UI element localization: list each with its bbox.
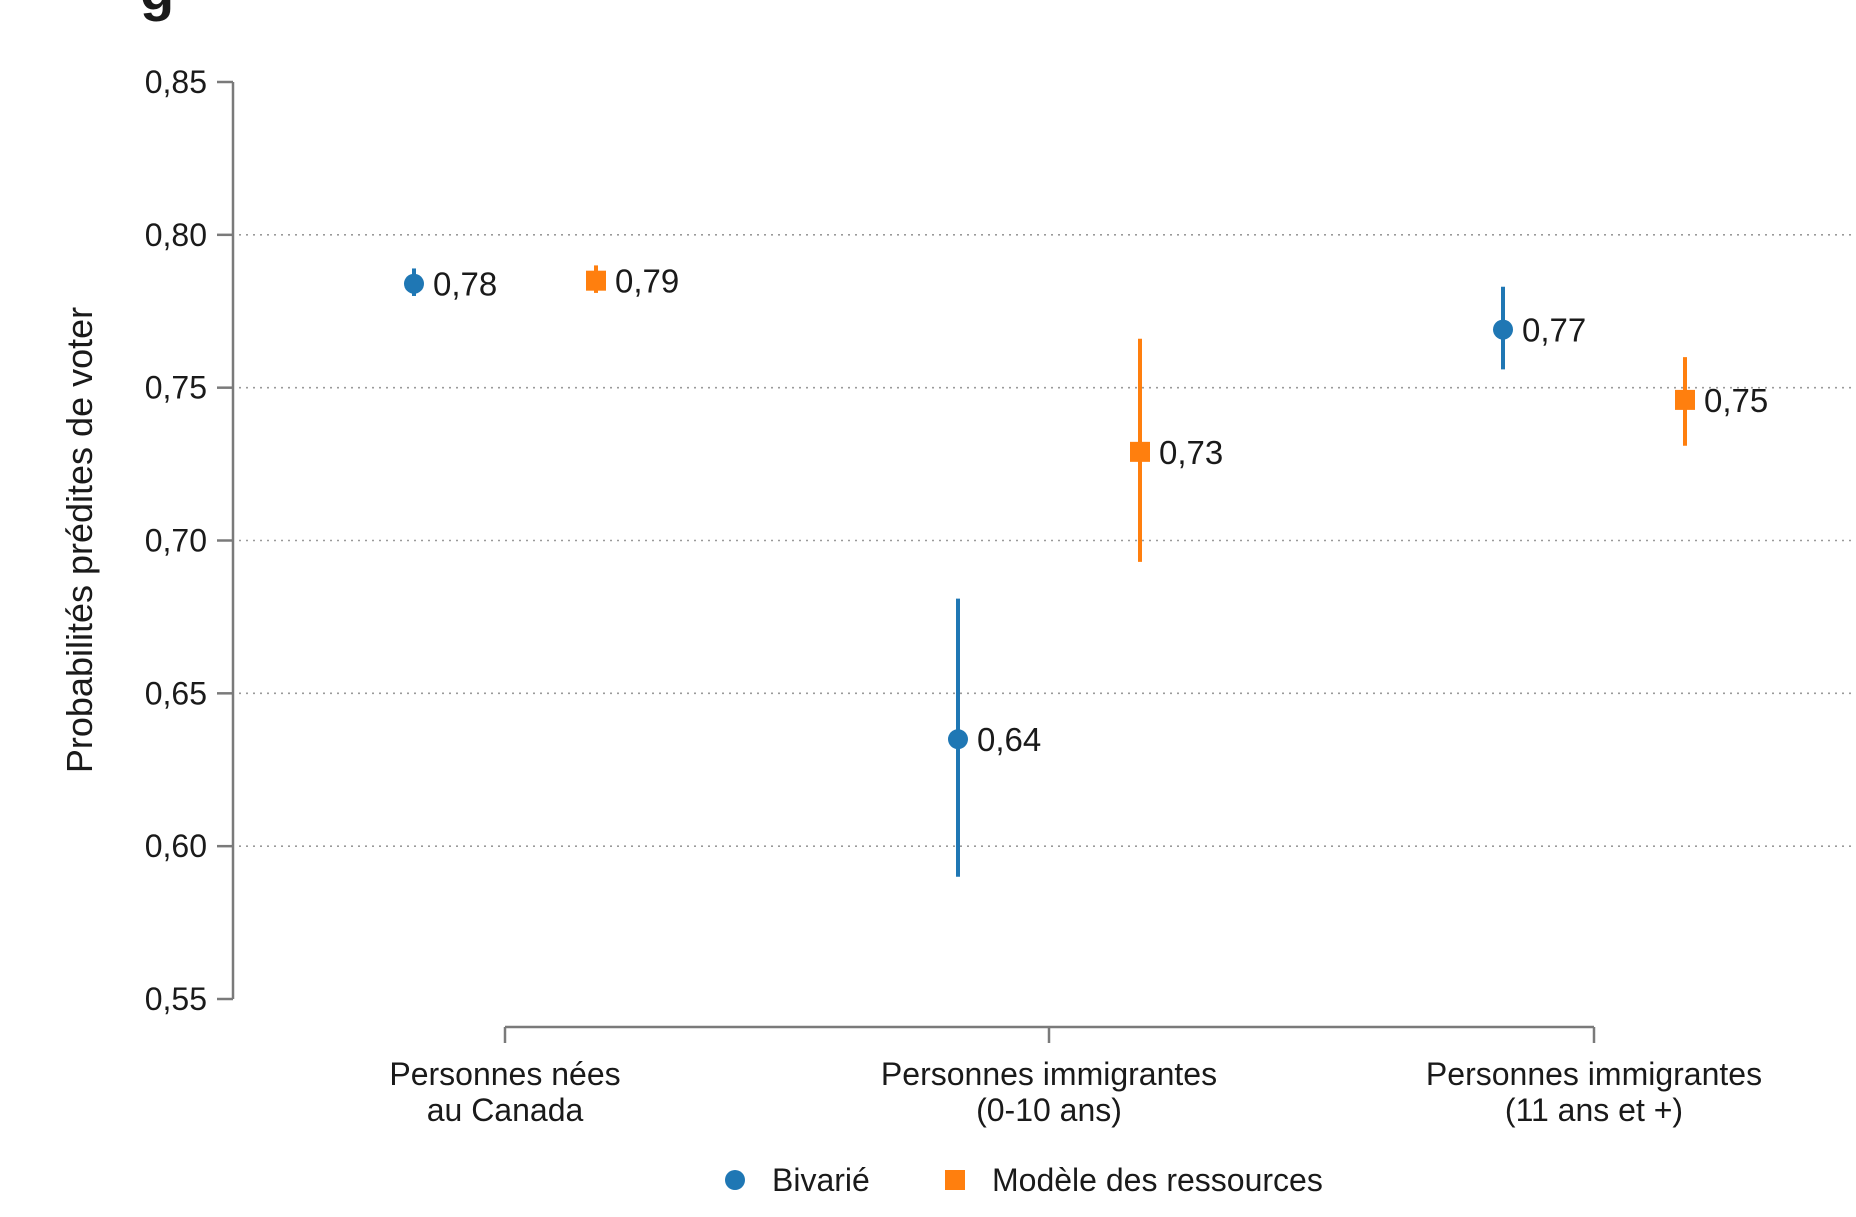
x-category-label: Personnes immigrantes [881, 1056, 1217, 1092]
data-point-square [586, 270, 606, 291]
data-value-label: 0,77 [1522, 312, 1586, 349]
data-value-label: 0,75 [1704, 382, 1768, 419]
data-value-label: 0,73 [1159, 434, 1223, 471]
legend-marker-square [945, 1170, 965, 1190]
title-fragment: g [140, 0, 174, 22]
y-ticks: 0,55 0,60 0,65 0,70 0,75 0,80 0,85 [145, 64, 233, 1017]
data-value-label: 0,78 [433, 266, 497, 303]
y-tick-label: 0,80 [145, 217, 207, 253]
data-point-square [1130, 441, 1150, 462]
x-category-label: (11 ans et +) [1505, 1092, 1683, 1128]
legend-item: Bivarié [725, 1162, 870, 1198]
grid-lines [239, 234, 1856, 847]
x-category-label: (0-10 ans) [976, 1092, 1122, 1128]
data-point-circle [1493, 319, 1513, 340]
y-tick-label: 0,85 [145, 64, 207, 100]
y-axis-title: Probabilités prédites de voter [59, 307, 100, 773]
x-category-label: au Canada [427, 1092, 584, 1128]
x-category-label: Personnes immigrantes [1426, 1056, 1762, 1092]
y-tick-label: 0,55 [145, 981, 207, 1017]
data-point-circle [948, 729, 968, 750]
data-value-label: 0,79 [615, 263, 679, 300]
data-value-label: 0,64 [977, 721, 1041, 758]
series: 0,78 0,64 0,77 0,79 0,73 0,75 [404, 263, 1768, 877]
legend-label: Bivarié [772, 1162, 870, 1198]
y-tick-label: 0,70 [145, 523, 207, 559]
legend-marker-circle [725, 1170, 745, 1190]
x-category-label: Personnes nées [389, 1056, 620, 1092]
legend-item: Modèle des ressources [945, 1162, 1323, 1198]
y-tick-label: 0,65 [145, 675, 207, 711]
legend-label: Modèle des ressources [992, 1162, 1323, 1198]
axes [231, 82, 1594, 1029]
y-tick-label: 0,75 [145, 370, 207, 406]
data-point-square [1675, 389, 1695, 410]
series-1: 0,79 0,73 0,75 [586, 263, 1768, 562]
data-point-circle [404, 273, 424, 294]
y-tick-label: 0,60 [145, 828, 207, 864]
series-0: 0,78 0,64 0,77 [404, 266, 1586, 877]
legend: Bivarié Modèle des ressources [725, 1162, 1323, 1198]
title-fragment-glyph: g [140, 0, 174, 22]
